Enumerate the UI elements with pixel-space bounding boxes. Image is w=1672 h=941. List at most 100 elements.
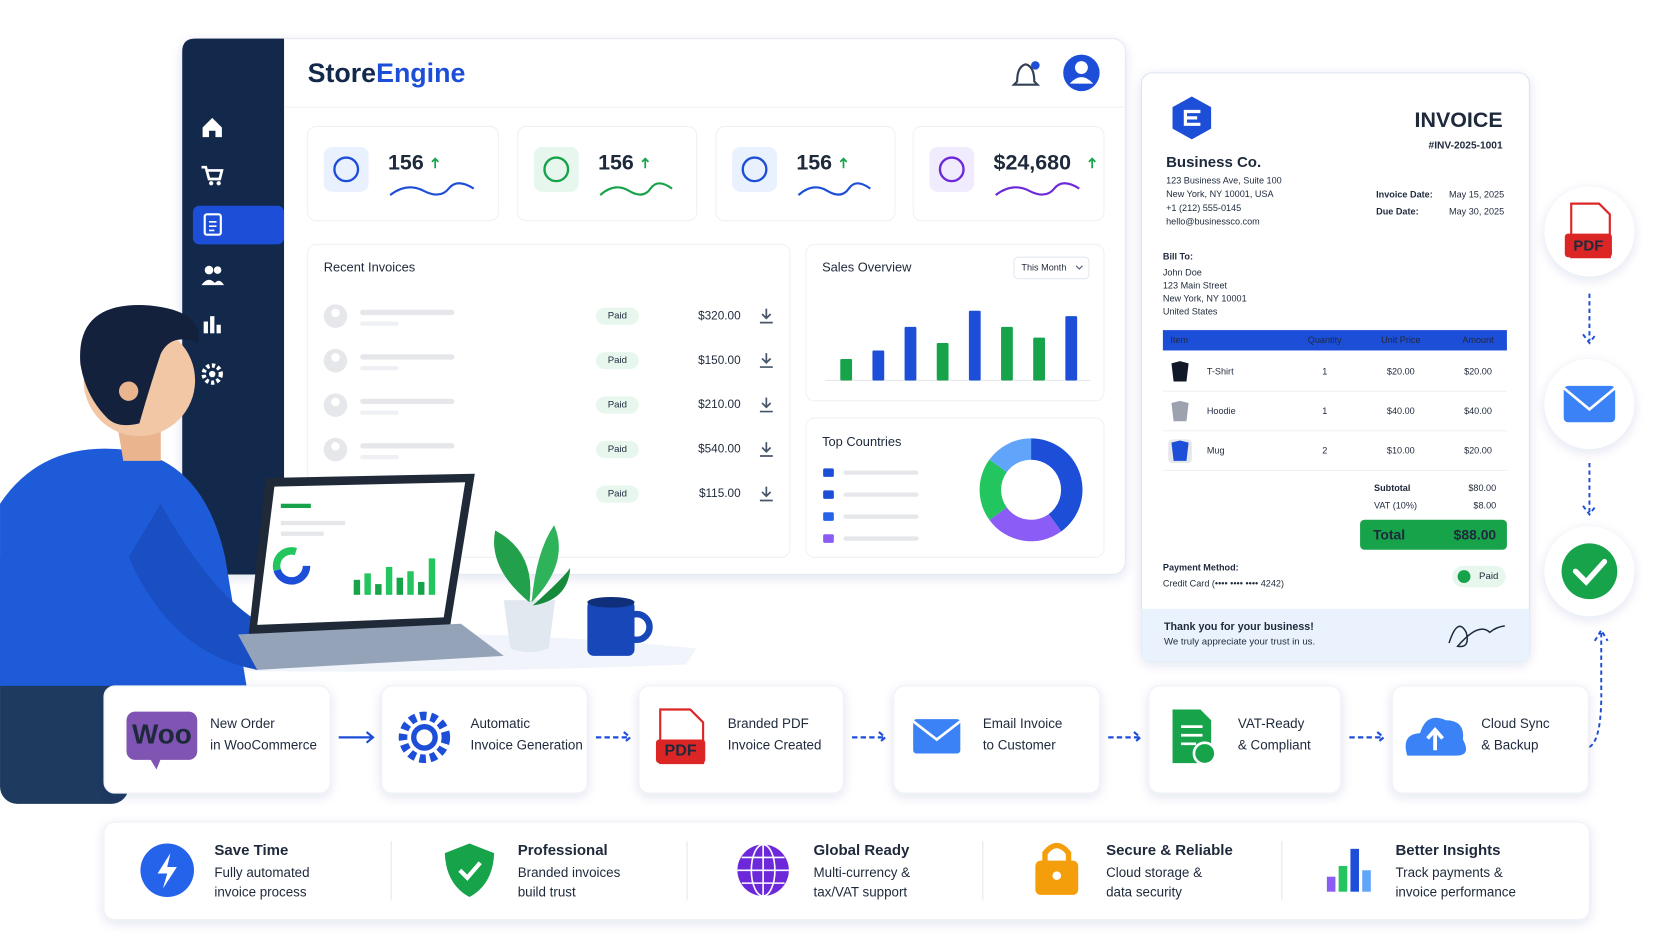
filter-caret bbox=[1075, 265, 1083, 270]
trend-arrow bbox=[641, 157, 650, 169]
woo-tail bbox=[150, 758, 161, 770]
globe-meridian bbox=[750, 843, 776, 897]
stat-icon-bg bbox=[323, 146, 369, 192]
row-line bbox=[360, 354, 455, 360]
mail-flap bbox=[1562, 386, 1617, 412]
paid-pill bbox=[595, 396, 639, 414]
date-value: May 15, 2025 bbox=[1449, 189, 1504, 199]
vat-lines bbox=[1181, 725, 1203, 746]
status: Paid bbox=[608, 444, 627, 455]
legend-line bbox=[843, 514, 919, 519]
filter-box bbox=[1013, 256, 1090, 280]
workflow-arrow bbox=[1349, 731, 1386, 744]
shackle bbox=[1042, 842, 1072, 863]
benefit-line: Branded invoices bbox=[518, 865, 621, 880]
paid-label: Paid bbox=[1479, 571, 1498, 582]
flow-arrow bbox=[1582, 293, 1597, 345]
date-label: Due Date: bbox=[1376, 207, 1418, 217]
mini-bar bbox=[385, 566, 393, 595]
leaf bbox=[531, 525, 559, 603]
home-icon bbox=[202, 117, 222, 138]
bars-icon bbox=[210, 316, 215, 334]
row-avatar-head bbox=[331, 308, 340, 318]
invoice-title: INVOICE bbox=[1415, 108, 1503, 132]
date-label: Invoice Date: bbox=[1376, 189, 1433, 199]
benefit-title: Global Ready bbox=[813, 842, 910, 859]
benefit-line: Cloud storage & bbox=[1106, 865, 1202, 880]
workflow-text: Cloud Sync bbox=[1481, 716, 1550, 731]
sales-bar bbox=[936, 342, 949, 381]
appreciation: We truly appreciate your trust in us. bbox=[1164, 637, 1315, 648]
trend-arrow bbox=[431, 157, 439, 169]
subtotal-label: Subtotal bbox=[1374, 483, 1410, 493]
total-box bbox=[1360, 519, 1507, 550]
mini-bar bbox=[418, 581, 425, 595]
subtotal-value: $80.00 bbox=[1468, 483, 1496, 493]
pdf-doc-band bbox=[655, 739, 706, 764]
mini-line bbox=[280, 503, 311, 509]
row-line bbox=[360, 366, 399, 371]
donut-segment bbox=[1031, 438, 1083, 532]
cloud-arrow bbox=[1426, 727, 1445, 751]
bill-to-line: John Doe bbox=[1163, 268, 1202, 278]
globe-lines bbox=[737, 844, 789, 896]
invoice-number: #INV-2025-1001 bbox=[1429, 140, 1503, 151]
ear bbox=[118, 381, 139, 401]
item-cell: 1 bbox=[1322, 366, 1327, 376]
column-header: Amount bbox=[1462, 335, 1494, 345]
table-header bbox=[1162, 330, 1507, 351]
workflow-arrow bbox=[338, 731, 375, 744]
mini-bar bbox=[407, 571, 414, 595]
download-icon bbox=[759, 442, 773, 457]
workflow-arrow bbox=[852, 731, 887, 744]
bell-icon bbox=[1011, 63, 1041, 86]
benefit-line: Multi-currency & bbox=[813, 865, 910, 880]
workflow-text: & Compliant bbox=[1238, 737, 1311, 752]
paid-pill bbox=[595, 441, 639, 459]
users-icon bbox=[213, 266, 222, 274]
row-line bbox=[360, 410, 399, 415]
countries-title: Top Countries bbox=[822, 434, 901, 449]
workflow-text: in WooCommerce bbox=[210, 737, 317, 752]
legend-swatch bbox=[823, 534, 834, 543]
signature bbox=[1448, 625, 1505, 648]
item-cell: 2 bbox=[1322, 446, 1327, 456]
amount: $210.00 bbox=[698, 398, 741, 411]
benefit-line: invoice performance bbox=[1395, 884, 1515, 899]
workflow-text: Email Invoice bbox=[983, 716, 1063, 731]
vat-value: $8.00 bbox=[1473, 500, 1496, 510]
address-line: +1 (212) 555-0145 bbox=[1166, 203, 1241, 213]
item-cell: $20.00 bbox=[1464, 446, 1492, 456]
gear bbox=[398, 711, 451, 764]
mini-donut bbox=[272, 547, 311, 585]
item-cell: $20.00 bbox=[1387, 366, 1415, 376]
workflow-text: Branded PDF bbox=[728, 716, 809, 731]
stat-value: $24,680 bbox=[994, 151, 1072, 175]
sparkline bbox=[995, 182, 1080, 196]
sparkline bbox=[797, 182, 871, 196]
donut-segment bbox=[979, 459, 1007, 521]
sparkline bbox=[599, 182, 673, 196]
mini-bar bbox=[364, 573, 371, 595]
workflow-card bbox=[1391, 685, 1589, 794]
download-icon bbox=[759, 397, 773, 413]
row-avatar-head bbox=[331, 442, 340, 451]
workflow-text: & Backup bbox=[1481, 737, 1538, 752]
check-mark bbox=[1572, 558, 1608, 586]
status: Paid bbox=[608, 489, 627, 500]
stat-icon bbox=[741, 156, 768, 183]
legend-swatch bbox=[823, 512, 834, 521]
column-header: Item bbox=[1170, 335, 1188, 345]
workflow-text: Invoice Created bbox=[728, 737, 822, 752]
column-header: Unit Price bbox=[1381, 335, 1420, 345]
cart-icon bbox=[201, 165, 224, 181]
stat-value: 156 bbox=[388, 151, 424, 175]
row-line bbox=[360, 398, 455, 405]
status: Paid bbox=[608, 400, 627, 411]
bill-to-line: United States bbox=[1163, 306, 1218, 316]
item-cell: $20.00 bbox=[1464, 366, 1492, 376]
workflow-text: VAT-Ready bbox=[1238, 716, 1305, 731]
status: Paid bbox=[608, 355, 627, 366]
item-cell: Mug bbox=[1207, 446, 1225, 456]
insight-bar bbox=[1338, 865, 1348, 892]
